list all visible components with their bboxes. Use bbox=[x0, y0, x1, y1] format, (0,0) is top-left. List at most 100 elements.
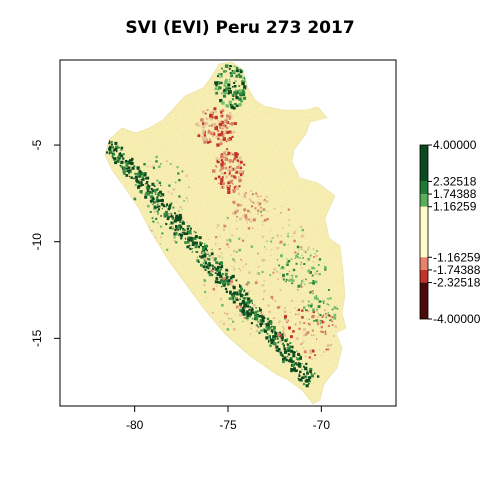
raster-pixel bbox=[291, 276, 293, 279]
raster-pixel bbox=[295, 254, 298, 258]
raster-pixel bbox=[235, 74, 239, 78]
raster-pixel bbox=[180, 237, 183, 240]
raster-pixel bbox=[226, 217, 229, 220]
raster-pixel bbox=[168, 213, 171, 216]
raster-pixel bbox=[315, 319, 318, 322]
raster-pixel bbox=[232, 70, 235, 73]
raster-pixel bbox=[281, 343, 284, 345]
raster-pixel bbox=[308, 356, 311, 359]
raster-pixel bbox=[186, 230, 189, 232]
raster-pixel bbox=[296, 350, 298, 352]
raster-pixel bbox=[319, 322, 322, 325]
raster-pixel bbox=[300, 263, 302, 265]
raster-pixel bbox=[269, 321, 273, 325]
raster-pixel bbox=[133, 165, 136, 168]
raster-pixel bbox=[160, 203, 164, 206]
raster-pixel bbox=[149, 229, 152, 232]
raster-pixel bbox=[276, 234, 279, 237]
raster-pixel bbox=[321, 320, 324, 322]
raster-pixel bbox=[283, 346, 285, 348]
raster-pixel bbox=[307, 246, 310, 249]
raster-pixel bbox=[308, 383, 310, 385]
legend-swatch bbox=[420, 257, 428, 270]
raster-pixel bbox=[221, 109, 225, 113]
raster-pixel bbox=[306, 372, 309, 375]
raster-pixel bbox=[240, 287, 243, 291]
y-tick-label: -10 bbox=[30, 233, 44, 251]
raster-pixel bbox=[212, 122, 217, 127]
raster-pixel bbox=[239, 166, 243, 169]
raster-pixel bbox=[276, 306, 280, 309]
raster-pixel bbox=[226, 126, 229, 129]
raster-pixel bbox=[224, 80, 228, 84]
raster-pixel bbox=[114, 141, 118, 145]
raster-pixel bbox=[272, 298, 274, 300]
raster-pixel bbox=[321, 300, 322, 302]
raster-pixel bbox=[214, 266, 216, 268]
raster-pixel bbox=[174, 212, 176, 215]
raster-pixel bbox=[263, 328, 266, 331]
raster-pixel bbox=[144, 177, 147, 180]
raster-pixel bbox=[320, 355, 322, 357]
raster-pixel bbox=[208, 262, 211, 265]
raster-pixel bbox=[136, 184, 138, 186]
raster-pixel bbox=[116, 160, 118, 162]
raster-pixel bbox=[227, 181, 231, 185]
raster-pixel bbox=[235, 69, 239, 73]
raster-pixel bbox=[157, 222, 159, 224]
raster-pixel bbox=[278, 331, 281, 334]
raster-pixel bbox=[254, 207, 257, 210]
raster-pixel bbox=[240, 305, 243, 308]
raster-pixel bbox=[249, 312, 253, 316]
raster-pixel bbox=[120, 154, 124, 158]
raster-pixel bbox=[273, 317, 275, 319]
raster-pixel bbox=[294, 351, 296, 354]
raster-pixel bbox=[298, 378, 301, 381]
raster-pixel bbox=[228, 67, 231, 70]
raster-pixel bbox=[141, 236, 144, 239]
raster-pixel bbox=[223, 284, 225, 287]
raster-pixel bbox=[234, 202, 237, 205]
raster-pixel bbox=[268, 310, 271, 314]
raster-pixel bbox=[157, 183, 159, 185]
raster-pixel bbox=[307, 309, 310, 313]
raster-pixel bbox=[204, 252, 206, 254]
raster-pixel bbox=[208, 265, 211, 268]
raster-pixel bbox=[249, 315, 252, 318]
raster-pixel bbox=[218, 122, 223, 127]
raster-pixel bbox=[311, 315, 315, 319]
raster-pixel bbox=[299, 257, 302, 259]
raster-pixel bbox=[193, 231, 195, 233]
raster-pixel bbox=[310, 374, 314, 378]
raster-pixel bbox=[261, 322, 264, 325]
raster-pixel bbox=[330, 344, 332, 346]
raster-pixel bbox=[236, 298, 238, 301]
raster-pixel bbox=[239, 217, 243, 221]
raster-pixel bbox=[261, 215, 263, 217]
raster-pixel bbox=[196, 259, 200, 263]
raster-pixel bbox=[109, 150, 112, 154]
raster-pixel bbox=[280, 212, 282, 214]
raster-pixel bbox=[160, 215, 162, 217]
raster-pixel bbox=[296, 245, 300, 249]
raster-pixel bbox=[252, 227, 254, 229]
raster-pixel bbox=[292, 268, 296, 272]
raster-pixel bbox=[228, 170, 232, 173]
raster-pixel bbox=[231, 278, 233, 280]
raster-pixel bbox=[303, 340, 305, 342]
raster-pixel bbox=[313, 267, 316, 270]
raster-pixel bbox=[314, 280, 318, 284]
raster-pixel bbox=[151, 182, 155, 186]
raster-pixel bbox=[242, 294, 245, 297]
raster-pixel bbox=[302, 383, 305, 386]
raster-pixel bbox=[288, 219, 291, 222]
raster-pixel bbox=[153, 207, 156, 210]
raster-pixel bbox=[210, 117, 213, 121]
raster-pixel bbox=[229, 185, 231, 187]
raster-pixel bbox=[191, 251, 193, 253]
raster-pixel bbox=[231, 294, 235, 298]
raster-pixel bbox=[277, 332, 280, 336]
raster-pixel bbox=[235, 103, 237, 106]
raster-pixel bbox=[207, 267, 210, 270]
raster-pixel bbox=[145, 186, 150, 190]
